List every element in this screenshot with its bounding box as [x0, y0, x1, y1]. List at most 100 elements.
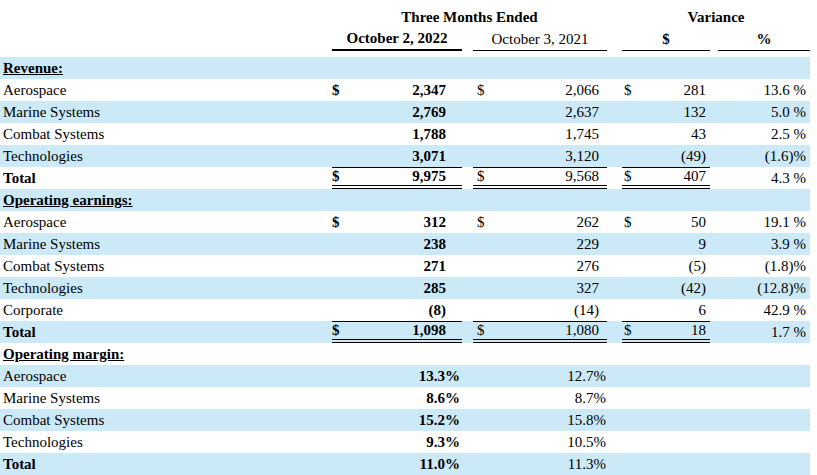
value-2021: 229: [577, 236, 608, 253]
row-label: Aerospace: [0, 79, 332, 101]
row-margin-combat-systems: Combat Systems 15.2% 15.8%: [0, 409, 810, 431]
value-2022: 3,071: [412, 148, 462, 165]
margin-2021-value: 15.8%: [567, 412, 607, 429]
value-2022: 9,975: [412, 168, 462, 185]
row-earnings-corporate: Corporate (8) (14) 6 42.9 %: [0, 299, 810, 321]
segment-results-table: Three Months Ended Variance October 2, 2…: [0, 0, 817, 475]
margin-2021-value: 10.5%: [567, 434, 607, 451]
row-label: Combat Systems: [0, 409, 332, 431]
value-2021: 276: [577, 258, 608, 275]
dollar-sign-2021: $: [473, 168, 485, 185]
variance-percent-value: 2.5 %: [718, 123, 810, 145]
row-operating-earnings-section-header: Operating earnings:: [0, 189, 810, 211]
value-2022: 2,347: [412, 82, 462, 99]
variance-dollar-value: 18: [691, 322, 710, 339]
value-2021: 1,745: [565, 126, 607, 143]
row-operating-margin-section-header: Operating margin:: [0, 343, 810, 365]
variance-percent-value: 1.7 %: [718, 321, 810, 343]
row-revenue-total: Total $9,975 $9,568 $407 4.3 %: [0, 167, 810, 189]
dollar-sign-variance: $: [622, 82, 632, 99]
column-header-variance-percent: %: [718, 30, 810, 51]
variance-dollar-value: 132: [684, 104, 711, 121]
value-2022: 271: [424, 258, 463, 275]
row-label: Total: [0, 453, 332, 475]
variance-dollar-value: 281: [684, 82, 711, 99]
variance-percent-value: 42.9 %: [718, 299, 810, 321]
value-2021: (14): [574, 302, 607, 319]
column-header-variance-dollar: $: [622, 30, 710, 51]
row-revenue-section-header: Revenue:: [0, 57, 810, 79]
value-2021: 2,066: [565, 82, 607, 99]
value-2021: 327: [577, 280, 608, 297]
dollar-sign-2021: $: [473, 322, 485, 339]
dollar-sign-variance: $: [622, 322, 632, 339]
row-earnings-combat-systems: Combat Systems 271 276 (5) (1.8)%: [0, 255, 810, 277]
variance-percent-value: 3.9 %: [718, 233, 810, 255]
row-revenue-combat-systems: Combat Systems 1,788 1,745 43 2.5 %: [0, 123, 810, 145]
margin-2022-value: 9.3%: [426, 434, 462, 451]
column-header-october-3-2021: October 3, 2021: [473, 30, 607, 51]
value-2022: (8): [429, 302, 463, 319]
row-earnings-aerospace: Aerospace $312 $262 $50 19.1 %: [0, 211, 810, 233]
value-2022: 1,098: [412, 322, 462, 339]
row-label: Technologies: [0, 277, 332, 299]
margin-2021-value: 8.7%: [575, 390, 607, 407]
section-header-operating-earnings: Operating earnings:: [0, 189, 810, 211]
row-label: Technologies: [0, 431, 332, 453]
dollar-sign-2022: $: [332, 214, 340, 231]
variance-dollar-value: (42): [681, 280, 710, 297]
row-label: Corporate: [0, 299, 332, 321]
dollar-sign-2022: $: [332, 168, 340, 185]
variance-dollar-value: 6: [699, 302, 711, 319]
margin-2022-value: 11.0%: [420, 456, 462, 473]
value-2022: 2,769: [412, 104, 462, 121]
row-label: Aerospace: [0, 365, 332, 387]
row-earnings-marine-systems: Marine Systems 238 229 9 3.9 %: [0, 233, 810, 255]
row-revenue-aerospace: Aerospace $2,347 $2,066 $281 13.6 %: [0, 79, 810, 101]
dollar-sign-2021: $: [473, 82, 485, 99]
row-revenue-technologies: Technologies 3,071 3,120 (49) (1.6)%: [0, 145, 810, 167]
column-header-october-2-2022: October 2, 2022: [332, 29, 462, 51]
margin-2022-value: 13.3%: [419, 368, 462, 385]
row-label: Marine Systems: [0, 101, 332, 123]
section-header-operating-margin: Operating margin:: [0, 343, 810, 365]
value-2022: 238: [424, 236, 463, 253]
row-label: Marine Systems: [0, 233, 332, 255]
variance-percent-value: (12.8)%: [718, 277, 810, 299]
variance-percent-value: 4.3 %: [718, 167, 810, 189]
row-margin-technologies: Technologies 9.3% 10.5%: [0, 431, 810, 453]
margin-2021-value: 12.7%: [567, 368, 607, 385]
dollar-sign-variance: $: [622, 168, 632, 185]
row-margin-aerospace: Aerospace 13.3% 12.7%: [0, 365, 810, 387]
value-2021: 1,080: [565, 322, 607, 339]
row-margin-total: Total 11.0% 11.3%: [0, 453, 810, 475]
row-margin-marine-systems: Marine Systems 8.6% 8.7%: [0, 387, 810, 409]
variance-percent-value: 19.1 %: [718, 211, 810, 233]
row-label: Marine Systems: [0, 387, 332, 409]
margin-2022-value: 15.2%: [419, 412, 462, 429]
row-earnings-technologies: Technologies 285 327 (42) (12.8)%: [0, 277, 810, 299]
row-label: Total: [0, 321, 332, 343]
row-label: Technologies: [0, 145, 332, 167]
value-2021: 3,120: [565, 148, 607, 165]
value-2022: 285: [424, 280, 463, 297]
margin-2022-value: 8.6%: [426, 390, 462, 407]
variance-percent-value: (1.6)%: [718, 145, 810, 167]
variance-dollar-value: 43: [691, 126, 710, 143]
row-label: Total: [0, 167, 332, 189]
value-2022: 1,788: [412, 126, 462, 143]
column-group-three-months-ended: Three Months Ended: [332, 9, 607, 26]
table-header-columns: October 2, 2022 October 3, 2021 $ %: [0, 26, 810, 51]
value-2021: 262: [577, 214, 608, 231]
variance-percent-value: 13.6 %: [718, 79, 810, 101]
row-earnings-total: Total $1,098 $1,080 $18 1.7 %: [0, 321, 810, 343]
value-2021: 9,568: [565, 168, 607, 185]
section-header-revenue: Revenue:: [0, 57, 810, 79]
variance-dollar-value: 9: [699, 236, 711, 253]
dollar-sign-variance: $: [622, 214, 632, 231]
variance-dollar-value: 50: [691, 214, 710, 231]
row-label: Aerospace: [0, 211, 332, 233]
variance-percent-value: (1.8)%: [718, 255, 810, 277]
variance-dollar-value: (49): [681, 148, 710, 165]
variance-percent-value: 5.0 %: [718, 101, 810, 123]
